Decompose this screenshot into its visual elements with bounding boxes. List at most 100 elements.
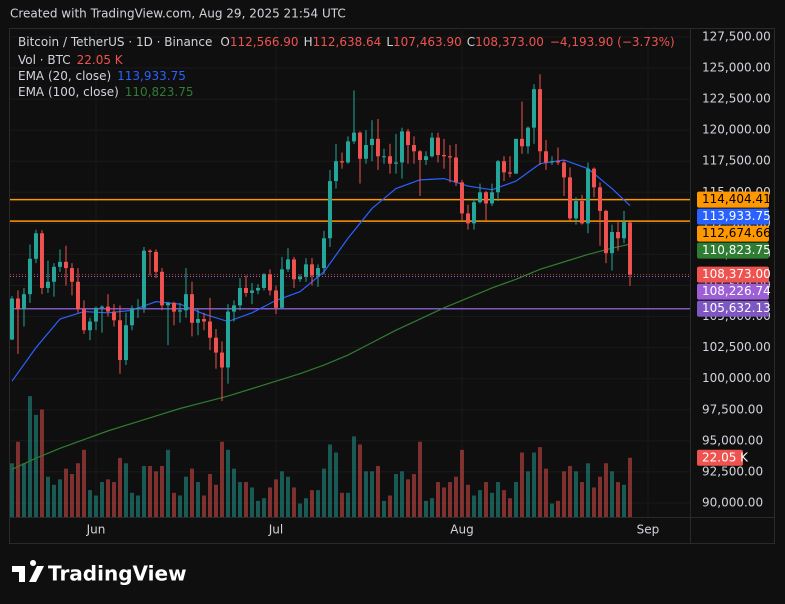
volume-bar (394, 474, 398, 517)
x-tick-label: Jul (268, 523, 283, 537)
price-label-box (697, 283, 769, 300)
price-label-box (697, 242, 769, 259)
volume-bar (340, 492, 344, 517)
volume-bar (220, 441, 224, 517)
volume-bar (46, 476, 50, 517)
candle-body (136, 307, 140, 310)
candle-body (598, 187, 602, 211)
volume-bar (70, 474, 74, 517)
volume-bar (160, 465, 164, 517)
ohlc-value: 112,638.64 (313, 35, 382, 49)
candle-body (214, 337, 218, 353)
candle-body (460, 182, 464, 214)
candle-body (190, 294, 194, 323)
candle-body (472, 202, 476, 224)
volume-bar (154, 471, 158, 517)
y-tick-label: 122,500.00 (702, 92, 771, 106)
volume-bar (100, 482, 104, 517)
y-tick-label: 90,000.00 (702, 495, 763, 509)
ema-value: 110,823.75 (125, 85, 194, 99)
candle-body (562, 162, 566, 178)
volume-bar (226, 449, 230, 517)
candle-body (628, 222, 632, 275)
ohlc-key: L (386, 35, 393, 49)
y-tick-label: 127,500.00 (702, 29, 771, 43)
volume-bar (544, 468, 548, 517)
legend-header: Bitcoin / TetherUS · 1D · Binance O112,56… (18, 35, 675, 49)
volume-bar (502, 490, 506, 517)
volume-bar (598, 476, 602, 517)
volume-bar (166, 449, 170, 517)
volume-bar (22, 463, 26, 517)
volume-bar (562, 471, 566, 517)
candle-body (262, 274, 266, 288)
volume-bar (214, 484, 218, 517)
volume-axis-label: 22.05 K (702, 450, 749, 464)
change: −4,193.90 (−3.73%) (550, 35, 675, 49)
volume-bar (364, 471, 368, 517)
volume-bar (196, 482, 200, 517)
volume-bar (472, 495, 476, 517)
volume-bar (586, 463, 590, 517)
legend-ema: EMA (20, close) 113,933.75 (18, 69, 186, 83)
price-label: 113,933.75 (702, 209, 771, 223)
candle-body (508, 172, 512, 174)
volume-name: Vol · BTC (18, 53, 71, 67)
ohlc-key: H (304, 35, 313, 49)
volume-bar (76, 463, 80, 517)
volume-bar (208, 474, 212, 517)
volume-bar (520, 452, 524, 517)
volume-bar (442, 487, 446, 517)
ohlc-value: 112,566.90 (230, 35, 299, 49)
volume-bar (286, 476, 290, 517)
overlay: 90,000.00 92,500.00 95,000.00 97,500.00 100,… (18, 29, 771, 536)
volume-bar (406, 479, 410, 517)
volume-bar (64, 468, 68, 517)
candle-body (406, 131, 410, 146)
candle-body (616, 232, 620, 239)
candle-body (604, 210, 608, 254)
volume-bar (622, 484, 626, 517)
volume-bar (538, 447, 542, 517)
y-tick-label: 97,500.00 (702, 402, 763, 416)
candle-body (208, 321, 212, 338)
volume-bar (616, 482, 620, 517)
candle-body (238, 287, 242, 306)
ohlc-key: C (467, 35, 475, 49)
volume-bar (580, 482, 584, 517)
volume-bar (352, 436, 356, 517)
candle-body (160, 271, 164, 306)
volume-label-box (697, 449, 743, 466)
price-label: 105,632.13 (702, 301, 771, 315)
candle-body (244, 287, 248, 293)
candle-body (250, 290, 254, 293)
volume-bar (484, 482, 488, 517)
volume-bar (382, 500, 386, 517)
volume-bar (568, 465, 572, 517)
candle-body (568, 177, 572, 219)
candle-body (304, 264, 308, 277)
volume-bar (268, 487, 272, 517)
price-label: 108,373.00 (702, 267, 771, 281)
volume-bar (274, 479, 278, 517)
volume-bar (418, 441, 422, 517)
brand-name: TradingView (48, 562, 187, 586)
candle-body (502, 161, 506, 173)
volume-bar (532, 452, 536, 517)
volume-bar (496, 482, 500, 517)
candle-body (334, 161, 338, 182)
price-label: 108,226.74 (702, 284, 771, 298)
legend-volume: Vol · BTC 22.05 K (18, 53, 124, 67)
candle-body (178, 310, 182, 312)
candle-body (574, 200, 578, 219)
volume-bar (94, 495, 98, 517)
volume-bar (10, 463, 14, 517)
candle-body (70, 268, 74, 282)
volume-bar (34, 414, 38, 517)
volume-bar (430, 498, 434, 517)
candle-body (316, 268, 320, 276)
volume-bar (478, 490, 482, 517)
candle-body (280, 269, 284, 308)
candle-body (478, 192, 482, 203)
